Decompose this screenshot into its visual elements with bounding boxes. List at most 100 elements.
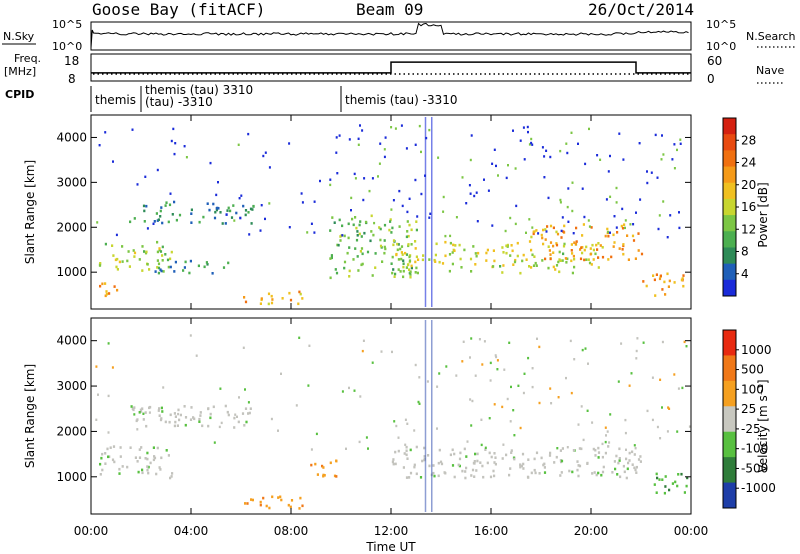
power-echo-cell bbox=[264, 151, 267, 154]
power-echo-cell bbox=[537, 232, 540, 235]
power-echo-cell bbox=[584, 162, 587, 166]
power-echo-cell bbox=[583, 215, 586, 219]
velocity-echo-cell bbox=[474, 452, 477, 456]
colorbar-tick-label: -500 bbox=[741, 461, 768, 475]
velocity-echo-cell bbox=[403, 452, 406, 455]
velocity-echo-cell bbox=[189, 334, 192, 337]
velocity-echo-cell bbox=[577, 464, 580, 467]
velocity-echo-cell bbox=[421, 459, 424, 463]
power-echo-cell bbox=[587, 258, 590, 261]
velocity-echo-cell bbox=[513, 457, 516, 461]
velocity-echo-cell bbox=[177, 408, 180, 412]
power-echo-cell bbox=[547, 245, 550, 248]
velocity-echo-cell bbox=[246, 502, 249, 505]
power-echo-cell bbox=[590, 263, 593, 266]
power-echo-cell bbox=[129, 220, 132, 224]
power-echo-cell bbox=[416, 271, 419, 275]
power-echo-cell bbox=[574, 242, 577, 246]
velocity-echo-cell bbox=[106, 447, 109, 451]
power-echoes bbox=[96, 117, 691, 307]
power-echo-cell bbox=[408, 255, 411, 259]
velocity-echo-cell bbox=[639, 455, 642, 458]
power-echo-cell bbox=[138, 258, 141, 261]
power-echo-cell bbox=[366, 250, 370, 254]
velocity-echo-cell bbox=[314, 462, 317, 466]
power-echo-cell bbox=[580, 246, 583, 249]
power-echo-cell bbox=[591, 243, 594, 247]
velocity-echo-cell bbox=[405, 449, 408, 453]
power-echo-cell bbox=[639, 198, 642, 201]
power-echo-cell bbox=[562, 252, 565, 256]
colorbar-cell bbox=[723, 215, 736, 232]
velocity-echo-cell bbox=[432, 464, 435, 467]
power-echo-cell bbox=[530, 248, 533, 252]
power-echo-cell bbox=[422, 254, 425, 257]
velocity-echo-cell bbox=[99, 462, 102, 466]
power-echo-cell bbox=[393, 275, 396, 278]
power-echo-cell bbox=[506, 243, 509, 247]
power-echo-cell bbox=[378, 226, 381, 229]
power-echo-cell bbox=[507, 164, 509, 167]
power-echo-cell bbox=[530, 266, 533, 269]
velocity-streak bbox=[424, 320, 427, 512]
velocity-echo-cell bbox=[517, 384, 520, 387]
velocity-echo-cell bbox=[470, 337, 473, 340]
velocity-echo-cell bbox=[164, 420, 167, 424]
velocity-echo-cell bbox=[493, 461, 496, 464]
power-echo-cell bbox=[289, 298, 293, 302]
power-echo-cell bbox=[400, 245, 404, 248]
velocity-echo-cell bbox=[323, 474, 326, 477]
power-echo-cell bbox=[472, 245, 475, 248]
velocity-echo-cell bbox=[534, 471, 537, 475]
power-echo-cell bbox=[356, 255, 359, 258]
power-echo-cell bbox=[392, 199, 395, 202]
power-echo-cell bbox=[558, 258, 561, 261]
power-echo-cell bbox=[157, 266, 161, 270]
velocity-echo-cell bbox=[496, 359, 499, 362]
velocity-echo-cell bbox=[259, 500, 262, 504]
power-echo-cell bbox=[469, 158, 472, 162]
power-echo-cell bbox=[483, 178, 485, 181]
power-echo-cell bbox=[338, 134, 341, 137]
power-echo-cell bbox=[618, 247, 621, 250]
power-echo-cell bbox=[346, 251, 349, 255]
power-echo-cell bbox=[638, 142, 641, 145]
velocity-echo-cell bbox=[413, 463, 416, 467]
power-echo-cell bbox=[601, 246, 604, 249]
power-echo-cell bbox=[491, 224, 494, 227]
power-echo-cell bbox=[104, 131, 107, 134]
power-echo-cell bbox=[146, 227, 149, 230]
power-echo-cell bbox=[420, 192, 423, 196]
velocity-echo-cell bbox=[104, 462, 107, 465]
power-echo-cell bbox=[352, 258, 355, 261]
velocity-echo-cell bbox=[371, 361, 374, 364]
power-echo-cell bbox=[358, 223, 361, 227]
power-echo-cell bbox=[673, 281, 676, 284]
power-echo-cell bbox=[400, 251, 403, 254]
power-echo-cell bbox=[337, 243, 340, 247]
power-echo-cell bbox=[562, 230, 565, 233]
power-echo-cell bbox=[581, 246, 584, 249]
velocity-echo-cell bbox=[635, 471, 638, 474]
velocity-echo-cell bbox=[501, 457, 504, 460]
velocity-echoes bbox=[95, 320, 691, 512]
power-echo-cell bbox=[629, 223, 632, 226]
velocity-echo-cell bbox=[663, 491, 666, 495]
power-echo-cell bbox=[380, 246, 383, 249]
velocity-echo-cell bbox=[655, 491, 658, 494]
velocity-echo-cell bbox=[635, 349, 638, 353]
velocity-echo-cell bbox=[570, 391, 573, 395]
velocity-echo-cell bbox=[489, 361, 492, 365]
power-echo-cell bbox=[623, 223, 626, 226]
power-echo-cell bbox=[348, 246, 351, 249]
colorbar-tick-label: 8 bbox=[741, 245, 749, 259]
velocity-echo-cell bbox=[668, 488, 671, 492]
velocity-echo-cell bbox=[661, 406, 663, 409]
power-echo-cell bbox=[515, 204, 518, 208]
power-echo-cell bbox=[350, 209, 352, 212]
power-echo-cell bbox=[115, 233, 118, 237]
velocity-echo-cell bbox=[653, 483, 656, 486]
velocity-echo-cell bbox=[509, 420, 512, 423]
power-echo-cell bbox=[582, 223, 585, 226]
velocity-echo-cell bbox=[198, 417, 201, 421]
